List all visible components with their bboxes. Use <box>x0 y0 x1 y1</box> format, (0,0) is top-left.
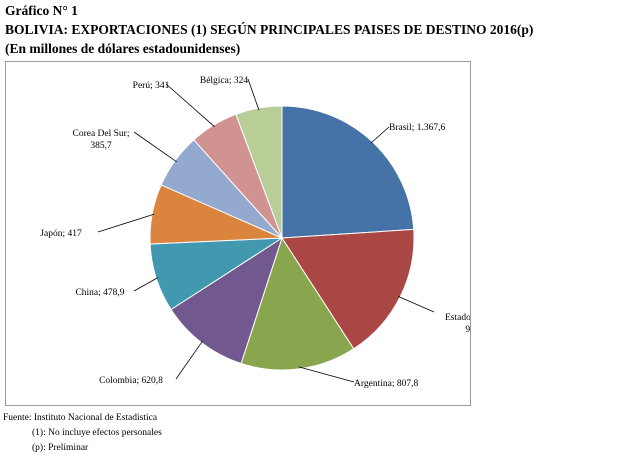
chart-title: BOLIVIA: EXPORTACIONES (1) SEGÚN PRINCIP… <box>5 22 534 37</box>
leader-line-estados-unidos <box>397 296 435 313</box>
source-note: Fuente: Instituto Nacional de Estadístic… <box>3 413 158 423</box>
data-label-colombia: Colombia; 620,8 <box>99 376 163 386</box>
leader-line-china <box>133 277 159 292</box>
pie-slice-argentina <box>240 236 355 371</box>
chart-subtitle: (En millones de dólares estadounidenses) <box>5 41 241 56</box>
figure-label: Gráfico N° 1 <box>5 3 78 18</box>
pie-chart: Brasil; 1.367,6 Estados Unidos;964,3 Argen… <box>40 76 470 389</box>
data-label-estados-unidos: Estados Unidos;964,3 <box>445 313 470 335</box>
leader-line-peru <box>165 83 215 128</box>
footnote-1: (1): No incluye efectos personales <box>32 428 162 438</box>
data-label-china: China; 478,9 <box>75 288 124 298</box>
leader-line-japon <box>97 213 155 233</box>
data-label-japon: Japón; 417 <box>40 229 82 239</box>
leader-line-brasil <box>370 126 390 144</box>
leader-line-colombia <box>175 340 203 380</box>
data-label-corea-del-sur: Corea Del Sur; 385,7 <box>73 129 130 151</box>
chart-area: Brasil; 1.367,6 Estados Unidos;964,3 Argen… <box>5 61 471 406</box>
data-label-peru: Perú; 341 <box>133 81 170 91</box>
leader-line-belgica <box>247 78 260 111</box>
leader-line-corea-del-sur <box>133 131 177 163</box>
footnote-2: (p): Preliminar <box>32 443 89 453</box>
data-label-brasil: Brasil; 1.367,6 <box>389 123 445 133</box>
data-label-argentina: Argentina; 807,8 <box>354 379 418 389</box>
leader-line-argentina <box>298 366 355 383</box>
data-label-belgica: Bélgica; 324 <box>200 76 249 86</box>
